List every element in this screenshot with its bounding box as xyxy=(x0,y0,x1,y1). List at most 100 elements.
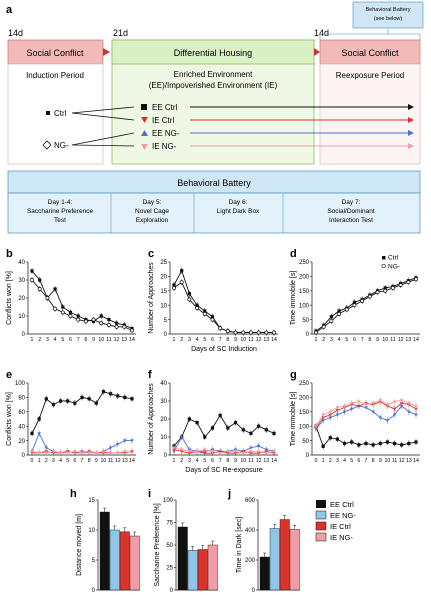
y-tick-label-e: 100 xyxy=(15,381,26,387)
x-tick-label-c: 10 xyxy=(240,337,246,343)
y-tick-label-f: 30 xyxy=(160,399,167,405)
enriched-label-line2: (EE)/Impoverished Environment (IE) xyxy=(149,81,278,90)
data-point-e xyxy=(130,397,134,401)
data-point-e xyxy=(130,451,134,455)
data-point-e xyxy=(44,446,49,450)
battery-day5-desc-l2: Exploration xyxy=(136,217,169,224)
data-point-f xyxy=(249,446,253,450)
x-tick-label-g: 3 xyxy=(336,458,339,464)
battery-day6-title: Day 6: xyxy=(229,199,248,206)
data-point-g xyxy=(400,443,404,447)
x-tick-label-e: 5 xyxy=(66,458,69,464)
data-point-g xyxy=(407,441,411,446)
data-point-g xyxy=(371,443,375,447)
series-line-f-ieng xyxy=(173,447,275,454)
x-tick-label-e: 6 xyxy=(73,458,76,464)
bar-j-3 xyxy=(289,529,300,591)
data-point-d xyxy=(406,280,411,285)
group-ng-label: NG- xyxy=(54,141,69,150)
x-tick-label-g: 0 xyxy=(315,458,318,464)
data-point-f xyxy=(233,421,238,425)
data-point-g xyxy=(392,413,397,417)
panel-label-a: a xyxy=(6,4,13,16)
bar-i-2 xyxy=(197,549,208,591)
panel-label-c: c xyxy=(148,248,154,260)
data-point-g xyxy=(392,400,397,404)
y-axis-label-j: Time in Dark [sec] xyxy=(236,517,243,573)
data-point-b xyxy=(76,317,81,322)
data-point-b xyxy=(53,287,57,291)
x-tick-label-g: 6 xyxy=(357,458,360,464)
y-tick-label-f: 0 xyxy=(164,453,168,459)
battery-day6-desc: Light Dark Box xyxy=(217,208,260,215)
data-point-f xyxy=(256,450,261,454)
x-tick-label-f: 6 xyxy=(211,458,214,464)
battery-day5-desc-l1: Novel Cage xyxy=(135,208,169,215)
data-point-e xyxy=(51,403,56,407)
data-point-g xyxy=(321,416,325,420)
data-point-e xyxy=(73,450,77,454)
data-point-g xyxy=(335,409,340,413)
data-point-b xyxy=(114,324,119,329)
data-point-e xyxy=(37,432,41,436)
data-point-d xyxy=(321,324,326,329)
data-point-e xyxy=(51,450,56,454)
series-line-c-ctrl xyxy=(173,269,274,334)
x-tick-label-g: 5 xyxy=(350,458,353,464)
data-point-g xyxy=(328,436,332,440)
x-tick-label-d: 5 xyxy=(345,337,348,343)
data-point-g xyxy=(364,406,368,410)
group-ie-ctrl-label: IE Ctrl xyxy=(152,116,174,125)
data-point-g xyxy=(364,441,368,446)
x-tick-label-g: 9 xyxy=(379,458,382,464)
data-point-f xyxy=(226,450,230,454)
group-ctrl-label: Ctrl xyxy=(54,109,67,118)
data-point-f xyxy=(172,446,176,450)
x-tick-label-c: 4 xyxy=(196,337,199,343)
data-point-g xyxy=(342,404,347,408)
x-tick-label-b: 9 xyxy=(92,337,95,343)
x-tick-label-f: 7 xyxy=(219,458,222,464)
data-point-g xyxy=(321,444,325,448)
data-point-g xyxy=(335,413,340,417)
data-point-e xyxy=(30,450,34,454)
x-tick-label-f: 5 xyxy=(203,458,206,464)
data-point-g xyxy=(399,404,404,408)
data-point-f xyxy=(210,426,215,430)
y-tick-label-e: 40 xyxy=(18,424,25,430)
data-point-f xyxy=(195,450,199,454)
y-tick-label-b: 10 xyxy=(18,314,25,320)
data-point-g xyxy=(349,407,354,411)
data-point-f xyxy=(202,452,207,455)
panel-label-j: j xyxy=(227,488,231,500)
data-point-g xyxy=(357,404,361,408)
data-point-e xyxy=(101,390,106,394)
data-point-g xyxy=(385,440,390,444)
series-line-d-ng xyxy=(315,278,417,333)
reexposure-period-label: Reexposure Period xyxy=(336,71,404,80)
series-line-f-eeng xyxy=(173,436,275,452)
x-tick-label-g: 1 xyxy=(322,458,325,464)
x-tick-label-e: 3 xyxy=(52,458,55,464)
bar-i-1 xyxy=(187,550,198,591)
x-tick-label-g: 2 xyxy=(329,458,332,464)
y-tick-label-h: 10 xyxy=(88,528,95,534)
y-tick-label-b: 20 xyxy=(18,296,25,302)
y-tick-label-g: 200 xyxy=(299,396,310,402)
x-tick-label-e: 4 xyxy=(59,458,62,464)
y-tick-label-h: 0 xyxy=(92,588,96,594)
data-point-d xyxy=(375,290,380,295)
data-point-e xyxy=(87,451,91,455)
data-point-g xyxy=(328,413,333,417)
x-axis-label-c: Days of SC Induction xyxy=(191,346,257,353)
x-tick-label-f: 10 xyxy=(240,458,246,464)
bar-i-0 xyxy=(177,526,188,591)
data-point-e xyxy=(65,451,70,455)
x-tick-label-e: 14 xyxy=(129,458,135,464)
x-tick-label-b: 12 xyxy=(114,337,120,343)
x-tick-label-g: 13 xyxy=(406,458,412,464)
battery-day1-title: Day 1-4: xyxy=(48,199,73,206)
data-point-c xyxy=(225,329,230,334)
